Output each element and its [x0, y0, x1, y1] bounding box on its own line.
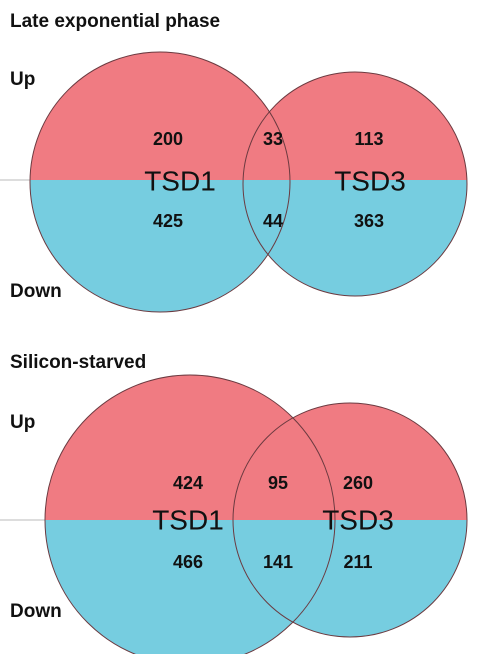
- count: 33: [263, 129, 283, 149]
- circle-outline: [29, 51, 291, 313]
- set-label: TSD3: [334, 165, 406, 196]
- count: 200: [153, 129, 183, 149]
- panel: Silicon-starved Up Down 424 95 260 TSD1 …: [0, 352, 468, 654]
- down-label: Down: [10, 601, 62, 622]
- up-label: Up: [10, 69, 35, 90]
- count: 260: [343, 473, 373, 493]
- circle-outline: [44, 374, 336, 654]
- circle-outline: [242, 71, 468, 297]
- panel: Late exponential phase Up Down 200 33 11…: [0, 11, 468, 313]
- count: 95: [268, 473, 288, 493]
- count: 44: [263, 211, 283, 231]
- panel-title: Late exponential phase: [10, 11, 220, 32]
- circle-outline: [232, 402, 468, 638]
- count: 141: [263, 552, 293, 572]
- count: 113: [354, 129, 383, 149]
- set-label: TSD3: [322, 504, 394, 535]
- count: 466: [173, 552, 203, 572]
- count: 424: [173, 473, 203, 493]
- count: 425: [153, 211, 183, 231]
- set-label: TSD1: [152, 504, 224, 535]
- count: 363: [354, 211, 384, 231]
- count: 211: [343, 552, 372, 572]
- up-label: Up: [10, 412, 35, 433]
- down-label: Down: [10, 281, 62, 302]
- panel-title: Silicon-starved: [10, 352, 146, 373]
- set-label: TSD1: [144, 165, 216, 196]
